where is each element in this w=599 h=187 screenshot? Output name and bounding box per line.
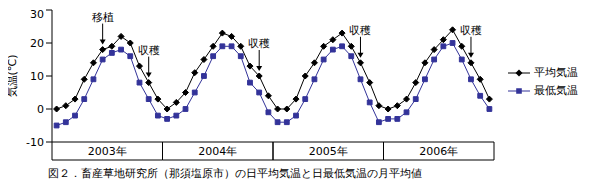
svg-text:30: 30 xyxy=(30,8,44,21)
html-text:最低気温: 最低気温 xyxy=(534,84,578,97)
svg-text:2003年: 2003年 xyxy=(88,145,127,158)
svg-text:収穫: 収穫 xyxy=(138,44,160,57)
svg-text:気温(℃): 気温(℃) xyxy=(8,55,19,98)
html-text:図２．畜産草地研究所（那須塩原市）の日平均気温と日最低気温の: 図２．畜産草地研究所（那須塩原市）の日平均気温と日最低気温の月平均値 xyxy=(48,167,422,180)
svg-text:2005年: 2005年 xyxy=(309,145,348,158)
html-text:平均気温: 平均気温 xyxy=(534,66,578,79)
svg-text:2006年: 2006年 xyxy=(419,145,458,158)
svg-text:20: 20 xyxy=(30,37,44,50)
svg-text:10: 10 xyxy=(30,70,44,83)
svg-text:-10: -10 xyxy=(26,136,44,149)
svg-text:2004年: 2004年 xyxy=(198,145,237,158)
svg-text:移植: 移植 xyxy=(92,11,114,24)
svg-text:収穫: 収穫 xyxy=(248,37,270,50)
svg-text:収穫: 収穫 xyxy=(349,24,371,37)
svg-text:収穫: 収穫 xyxy=(460,24,482,37)
svg-text:0: 0 xyxy=(37,103,44,116)
